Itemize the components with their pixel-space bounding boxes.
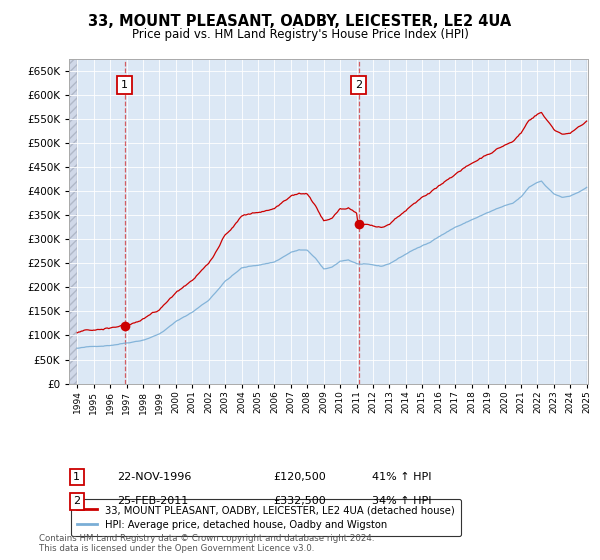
Text: 1: 1 bbox=[121, 80, 128, 90]
Text: Price paid vs. HM Land Registry's House Price Index (HPI): Price paid vs. HM Land Registry's House … bbox=[131, 28, 469, 41]
Text: 41% ↑ HPI: 41% ↑ HPI bbox=[372, 472, 431, 482]
Text: 22-NOV-1996: 22-NOV-1996 bbox=[117, 472, 191, 482]
Text: 33, MOUNT PLEASANT, OADBY, LEICESTER, LE2 4UA: 33, MOUNT PLEASANT, OADBY, LEICESTER, LE… bbox=[88, 14, 512, 29]
Text: 25-FEB-2011: 25-FEB-2011 bbox=[117, 496, 188, 506]
Text: 2: 2 bbox=[355, 80, 362, 90]
Text: 2: 2 bbox=[73, 496, 80, 506]
Text: 34% ↑ HPI: 34% ↑ HPI bbox=[372, 496, 431, 506]
Text: Contains HM Land Registry data © Crown copyright and database right 2024.
This d: Contains HM Land Registry data © Crown c… bbox=[39, 534, 374, 553]
Text: £332,500: £332,500 bbox=[273, 496, 326, 506]
Legend: 33, MOUNT PLEASANT, OADBY, LEICESTER, LE2 4UA (detached house), HPI: Average pri: 33, MOUNT PLEASANT, OADBY, LEICESTER, LE… bbox=[71, 499, 461, 536]
Text: 1: 1 bbox=[73, 472, 80, 482]
Text: £120,500: £120,500 bbox=[273, 472, 326, 482]
